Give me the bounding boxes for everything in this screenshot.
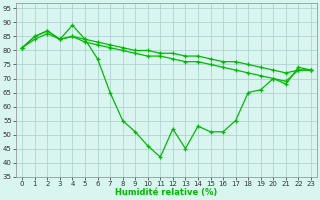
X-axis label: Humidité relative (%): Humidité relative (%) [116,188,218,197]
